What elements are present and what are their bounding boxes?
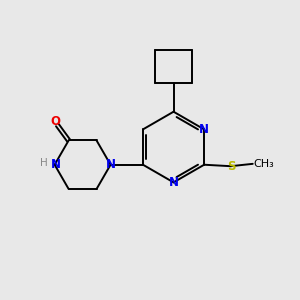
Text: N: N bbox=[199, 123, 209, 136]
Text: S: S bbox=[227, 160, 236, 173]
Text: N: N bbox=[169, 176, 178, 189]
Text: N: N bbox=[51, 158, 61, 171]
Text: CH₃: CH₃ bbox=[254, 159, 274, 169]
Text: N: N bbox=[106, 158, 116, 171]
Text: H: H bbox=[40, 158, 47, 168]
Text: O: O bbox=[50, 115, 60, 128]
